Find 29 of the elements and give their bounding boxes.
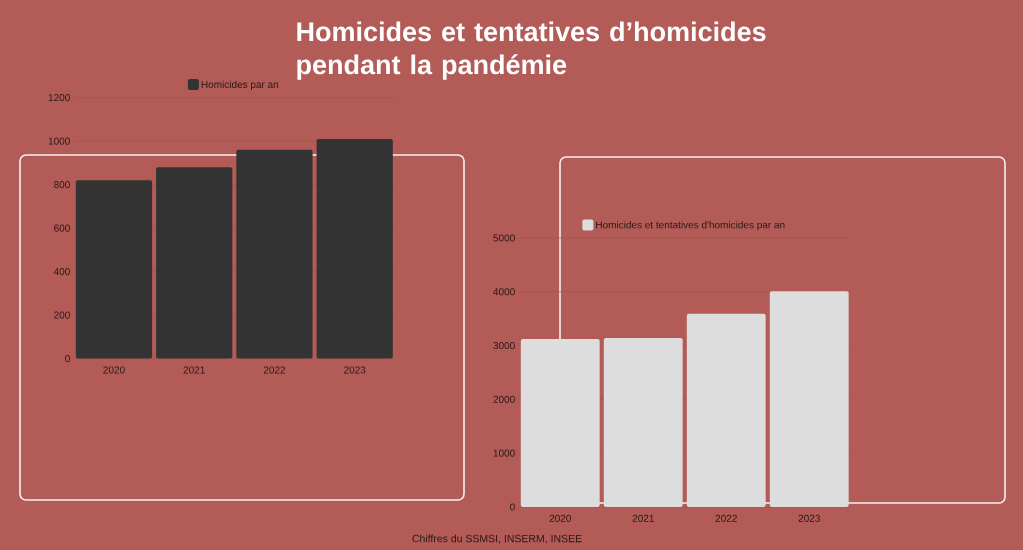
- y-tick-label: 1200: [48, 94, 70, 102]
- y-tick-label: 5000: [493, 234, 515, 242]
- y-tick-label: 600: [54, 224, 70, 232]
- x-tick-label: 2022: [715, 514, 737, 522]
- legend-label: Homicides par an: [201, 80, 279, 90]
- x-tick-label: 2021: [632, 514, 654, 522]
- x-tick-label: 2023: [798, 514, 820, 522]
- text: Homicides et tentatives d’homicides pendant la pandémie: [297, 21, 766, 80]
- legend-label: Homicides et tentatives d'homicides par an: [596, 221, 785, 231]
- y-tick-label: 1000: [493, 449, 515, 457]
- x-tick-label: 2021: [183, 366, 205, 374]
- y-tick-label: 4000: [493, 288, 515, 296]
- y-tick-label: 0: [65, 355, 70, 363]
- x-tick-label: 2020: [103, 366, 125, 374]
- y-tick-label: 3000: [493, 342, 515, 350]
- text: Chiffres du SSMSI, INSERM, INSEE: [412, 534, 582, 544]
- bar: [603, 338, 683, 507]
- y-tick-label: 400: [53, 268, 70, 276]
- x-tick-label: 2022: [263, 366, 286, 374]
- y-tick-label: 800: [54, 181, 70, 189]
- y-tick-label: 200: [54, 311, 70, 319]
- bar: [520, 339, 600, 507]
- x-tick-label: 2020: [549, 514, 571, 522]
- bar: [686, 313, 766, 507]
- y-tick-label: 1000: [48, 137, 70, 145]
- y-tick-label: 0: [510, 503, 515, 511]
- x-tick-label: 2023: [344, 366, 366, 374]
- bar: [769, 291, 849, 507]
- y-tick-label: 2000: [493, 395, 515, 403]
